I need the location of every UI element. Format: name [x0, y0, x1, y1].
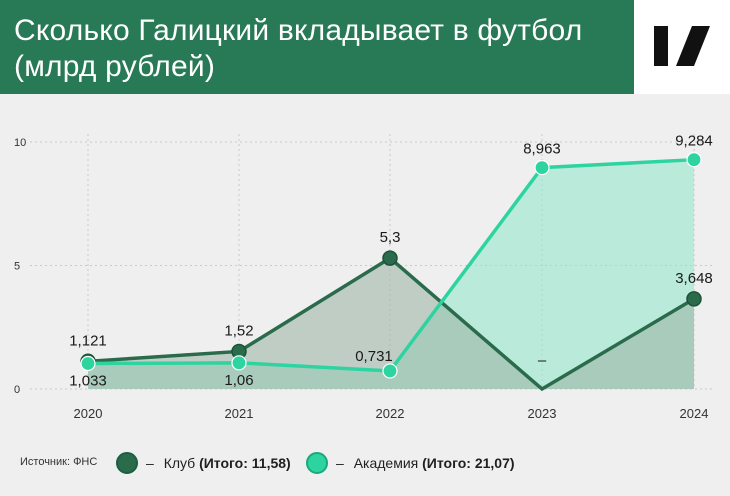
brand-logo-icon	[654, 26, 710, 66]
point-academy	[382, 363, 398, 379]
data-label-club: 1,52	[224, 322, 253, 339]
legend-name-club: Клуб	[163, 455, 196, 471]
x-tick-label: 2021	[225, 406, 254, 421]
x-tick-label: 2022	[376, 406, 405, 421]
point-club	[382, 250, 398, 266]
footer: Источник: ФНС – Клуб (Итого: 11,58) – Ак…	[0, 444, 730, 484]
legend-total-academy: (Итого: 21,07)	[422, 455, 515, 471]
title-line-2: (млрд рублей)	[14, 50, 216, 83]
x-tick-label: 2024	[680, 406, 709, 421]
legend-dash: –	[336, 455, 344, 471]
line-chart: 0 5 10 2020 2021 2022 2023 2024 1,121 1,52 5,3 – 3,6…	[14, 133, 713, 421]
area-academy	[88, 159, 694, 389]
legend-item-academy: – Академия (Итого: 21,07)	[306, 450, 515, 476]
y-tick-label: 0	[14, 384, 20, 396]
header: Сколько Галицкий вкладывает в футбол (мл…	[0, 0, 634, 94]
data-label-academy: 1,033	[69, 372, 107, 389]
data-label-club: –	[538, 352, 547, 369]
data-label-academy: 1,06	[224, 372, 253, 389]
data-label-academy: 9,284	[675, 133, 713, 150]
logo	[634, 0, 730, 94]
data-label-club: 5,3	[380, 229, 401, 246]
legend-dot-club	[116, 452, 138, 474]
point-academy	[80, 355, 96, 372]
y-tick-label: 10	[14, 137, 26, 149]
data-label-club: 3,648	[675, 270, 713, 287]
point-academy	[534, 160, 550, 176]
legend-total-club: (Итого: 11,58)	[199, 455, 291, 471]
legend-name-academy: Академия	[353, 455, 419, 471]
chart-title: Сколько Галицкий вкладывает в футбол (мл…	[14, 13, 614, 85]
point-academy	[686, 152, 702, 168]
data-label-academy: 0,731	[355, 348, 393, 365]
legend-dot-academy	[306, 452, 328, 474]
point-club	[686, 291, 702, 307]
legend-dash: –	[146, 455, 154, 471]
source-note: Источник: ФНС	[20, 456, 98, 468]
data-label-club: 1,121	[69, 332, 107, 349]
legend-item-club: – Клуб (Итого: 11,58)	[116, 450, 291, 476]
title-line-1: Сколько Галицкий вкладывает в футбол	[14, 14, 583, 47]
point-academy	[231, 355, 247, 371]
y-tick-label: 5	[14, 261, 20, 273]
x-tick-label: 2023	[528, 406, 557, 421]
x-tick-label: 2020	[74, 406, 103, 421]
data-label-academy: 8,963	[523, 141, 561, 158]
